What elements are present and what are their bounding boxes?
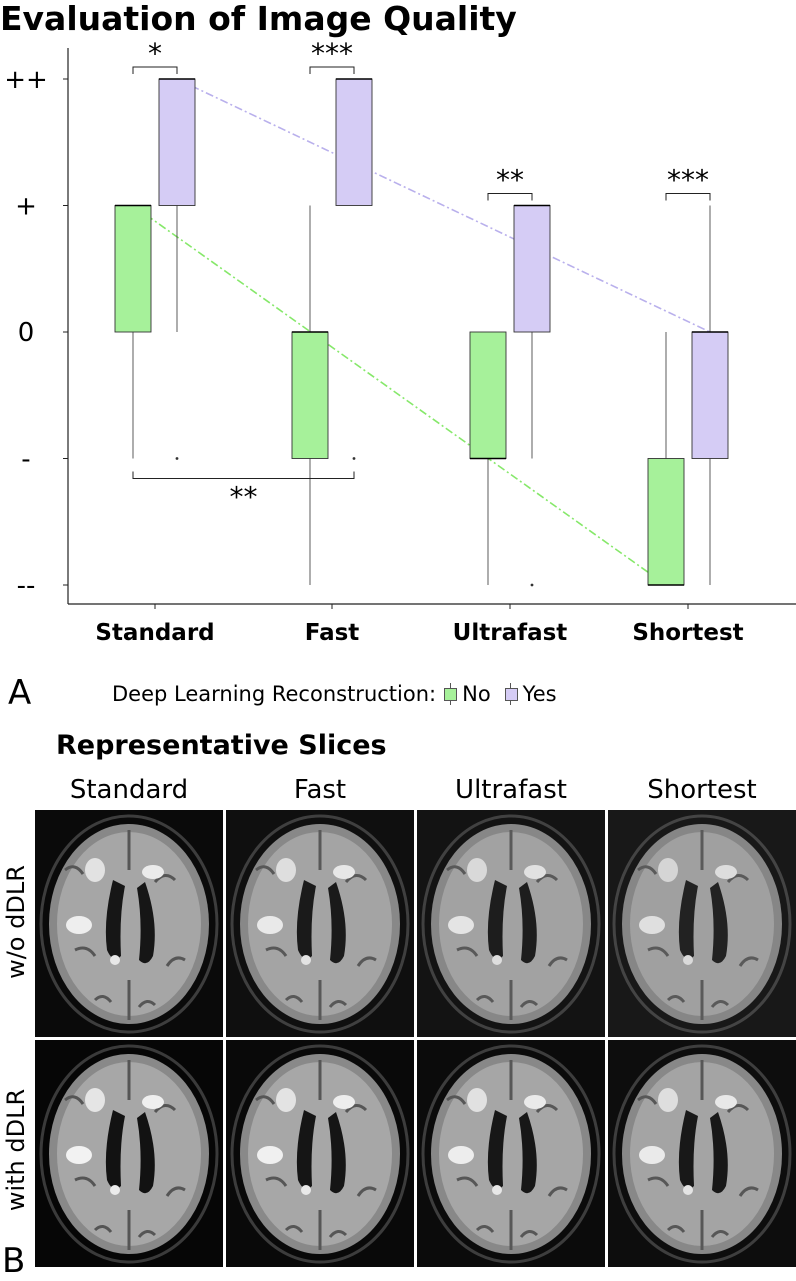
mri-slice-with-ddlr-ultrafast [417, 1040, 605, 1267]
legend-entry-no: No [462, 682, 491, 706]
box-yes-ultrafast [513, 205, 551, 333]
box-yes-fast [335, 78, 373, 206]
significance-bracket [309, 66, 355, 74]
slices-title: Representative Slices [56, 730, 387, 761]
box-yes-standard [158, 78, 196, 206]
box-no-ultrafast [469, 331, 507, 459]
significance-label: ** [230, 481, 258, 514]
boxplot-chart: Evaluation of Image Quality ---0+++Stand… [0, 0, 796, 646]
mri-slice-without-ddlr-fast [226, 810, 414, 1037]
legend-entry-yes: Yes [522, 682, 557, 706]
panel-letter-b: B [2, 1241, 26, 1281]
significance-bracket [132, 66, 178, 74]
row-label-with-ddlr: with dDLR [2, 1088, 30, 1212]
box-yes-standard-outlier [175, 457, 179, 460]
mri-slice-with-ddlr-fast [226, 1040, 414, 1267]
box-no-fast [291, 331, 329, 459]
significance-label: *** [311, 37, 353, 70]
column-label-ultrafast: Ultrafast [455, 775, 567, 805]
row-label-without-ddlr: w/o dDLR [2, 865, 30, 979]
significance-bracket [665, 193, 711, 201]
box-yes-shortest [691, 331, 729, 459]
chart-title: Evaluation of Image Quality [0, 0, 517, 38]
trend-line-yes [176, 78, 711, 333]
legend-key-yes [503, 683, 519, 705]
box-no-standard [114, 205, 152, 333]
column-label-standard: Standard [69, 775, 189, 805]
box-yes-fast-outlier [352, 457, 356, 460]
significance-bracket [487, 193, 533, 201]
mri-slice-without-ddlr-ultrafast [417, 810, 605, 1037]
significance-label: ** [496, 164, 524, 197]
mri-slice-without-ddlr-standard [35, 810, 223, 1037]
x-tick-label: Shortest [632, 620, 743, 646]
mri-slice-without-ddlr-shortest [608, 810, 796, 1037]
y-tick-label: - [21, 445, 30, 475]
legend-title: Deep Learning Reconstruction: [112, 682, 437, 706]
legend: Deep Learning Reconstruction: No Yes [112, 678, 557, 710]
y-tick-label: 0 [18, 318, 35, 348]
column-label-fast: Fast [293, 775, 347, 805]
panel-letter-a: A [8, 673, 32, 713]
x-tick-label: Standard [95, 620, 214, 646]
mri-slice-with-ddlr-standard [35, 1040, 223, 1267]
significance-label: * [148, 37, 162, 70]
trend-line-no [132, 204, 667, 586]
x-tick-label: Ultrafast [453, 620, 568, 646]
legend-key-no [442, 683, 458, 705]
x-tick-label: Fast [305, 620, 360, 646]
significance-bracket [132, 471, 355, 479]
mri-slice-with-ddlr-shortest [608, 1040, 796, 1267]
y-tick-label: -- [17, 571, 36, 601]
mri-slice-grid [35, 810, 796, 1270]
column-label-shortest: Shortest [647, 775, 757, 805]
y-tick-label: ++ [4, 65, 48, 95]
box-no-shortest [647, 458, 685, 586]
significance-label: *** [667, 164, 709, 197]
y-tick-label: + [15, 192, 37, 222]
box-yes-ultrafast-outlier [530, 583, 534, 587]
